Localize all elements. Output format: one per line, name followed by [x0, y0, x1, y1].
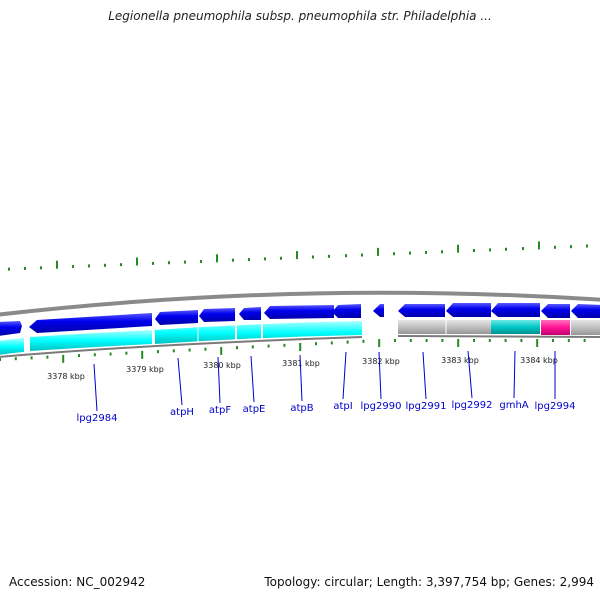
gene-arrow-atpH[interactable]	[155, 310, 198, 325]
kbp-tick-label: 3380 kbp	[203, 361, 241, 370]
gene-labels: lpg2984 atpH atpF atpE atpB atpI lpg2990 lpg299…	[77, 350, 576, 424]
cds-segment-gmhA[interactable]	[491, 320, 540, 334]
accession-text: Accession: NC_002942	[9, 575, 146, 589]
gene-leader-line	[93, 363, 98, 412]
gene-label-lpg2991[interactable]: lpg2991	[406, 401, 447, 412]
gene-leader-line	[422, 351, 427, 400]
gene-leader-line	[217, 356, 221, 404]
backbone-arc	[0, 290, 600, 317]
cds-ring	[0, 320, 600, 355]
cds-segment-lpg2984[interactable]	[30, 330, 152, 351]
gene-leader-line	[378, 351, 382, 400]
gene-arrow-lpg2994[interactable]	[541, 304, 570, 318]
gene-label-lpg2984[interactable]: lpg2984	[77, 413, 118, 424]
gene-leader-line	[342, 351, 347, 400]
inner-ring-edge	[0, 336, 363, 358]
gene-leader-line	[250, 355, 255, 403]
gene-arrow-lpg2984[interactable]	[29, 313, 152, 333]
cds-segment[interactable]	[571, 320, 600, 335]
gene-arrow-atpB[interactable]	[264, 305, 334, 319]
gene-leader-line	[177, 357, 183, 406]
kbp-tick-label: 3381 kbp	[282, 359, 320, 368]
outer-tick-marks	[8, 241, 588, 271]
gene-label-atpE[interactable]: atpE	[243, 404, 266, 415]
gene-arrow-atpF[interactable]	[199, 308, 235, 322]
kbp-tick-label: 3379 kbp	[126, 365, 164, 374]
gene-label-atpB[interactable]: atpB	[290, 403, 313, 414]
gene-leader-line	[467, 350, 473, 399]
gene-arrow-atpE[interactable]	[239, 307, 261, 320]
map-title: Legionella pneumophila subsp. pneumophil…	[108, 9, 492, 23]
gene-arrow-lpg2992[interactable]	[446, 303, 491, 317]
gene-arrow-lpg2990[interactable]	[373, 304, 384, 317]
gene-arrow[interactable]	[571, 304, 600, 318]
cds-segment-lpg2994[interactable]	[541, 320, 570, 335]
kbp-labels: 3378 kbp 3379 kbp 3380 kbp 3381 kbp 3382 kbp…	[47, 356, 558, 381]
gene-arrow-gmhA[interactable]	[491, 303, 540, 317]
gene-arrow[interactable]	[0, 321, 22, 336]
gene-arrow-lpg2991[interactable]	[398, 304, 445, 317]
kbp-tick-label: 3378 kbp	[47, 372, 85, 381]
gene-arrows	[0, 303, 600, 336]
inner-ring-edge	[397, 335, 600, 338]
gene-label-lpg2990[interactable]: lpg2990	[361, 401, 402, 412]
cds-segment-lpg2992[interactable]	[446, 320, 491, 334]
gene-label-atpI[interactable]: atpI	[333, 401, 352, 412]
cds-segment-atp-operon[interactable]	[155, 321, 362, 344]
gene-leader-line	[299, 354, 303, 402]
kbp-tick-label: 3382 kbp	[362, 357, 400, 366]
gene-label-lpg2992[interactable]: lpg2992	[452, 400, 493, 411]
gene-leader-line	[513, 350, 516, 399]
gene-label-atpF[interactable]: atpF	[209, 405, 231, 416]
cds-segment-lpg2991[interactable]	[398, 320, 446, 334]
kbp-tick-label: 3384 kbp	[520, 356, 558, 365]
inner-tick-marks	[0, 339, 586, 363]
gene-label-lpg2994[interactable]: lpg2994	[535, 401, 576, 412]
cds-segment[interactable]	[0, 338, 24, 355]
gene-label-gmhA[interactable]: gmhA	[499, 400, 528, 411]
gene-arrow-atpI[interactable]	[332, 304, 361, 318]
gene-label-atpH[interactable]: atpH	[170, 407, 194, 418]
topology-summary: Topology: circular; Length: 3,397,754 bp…	[264, 575, 594, 589]
kbp-tick-label: 3383 kbp	[441, 356, 479, 365]
